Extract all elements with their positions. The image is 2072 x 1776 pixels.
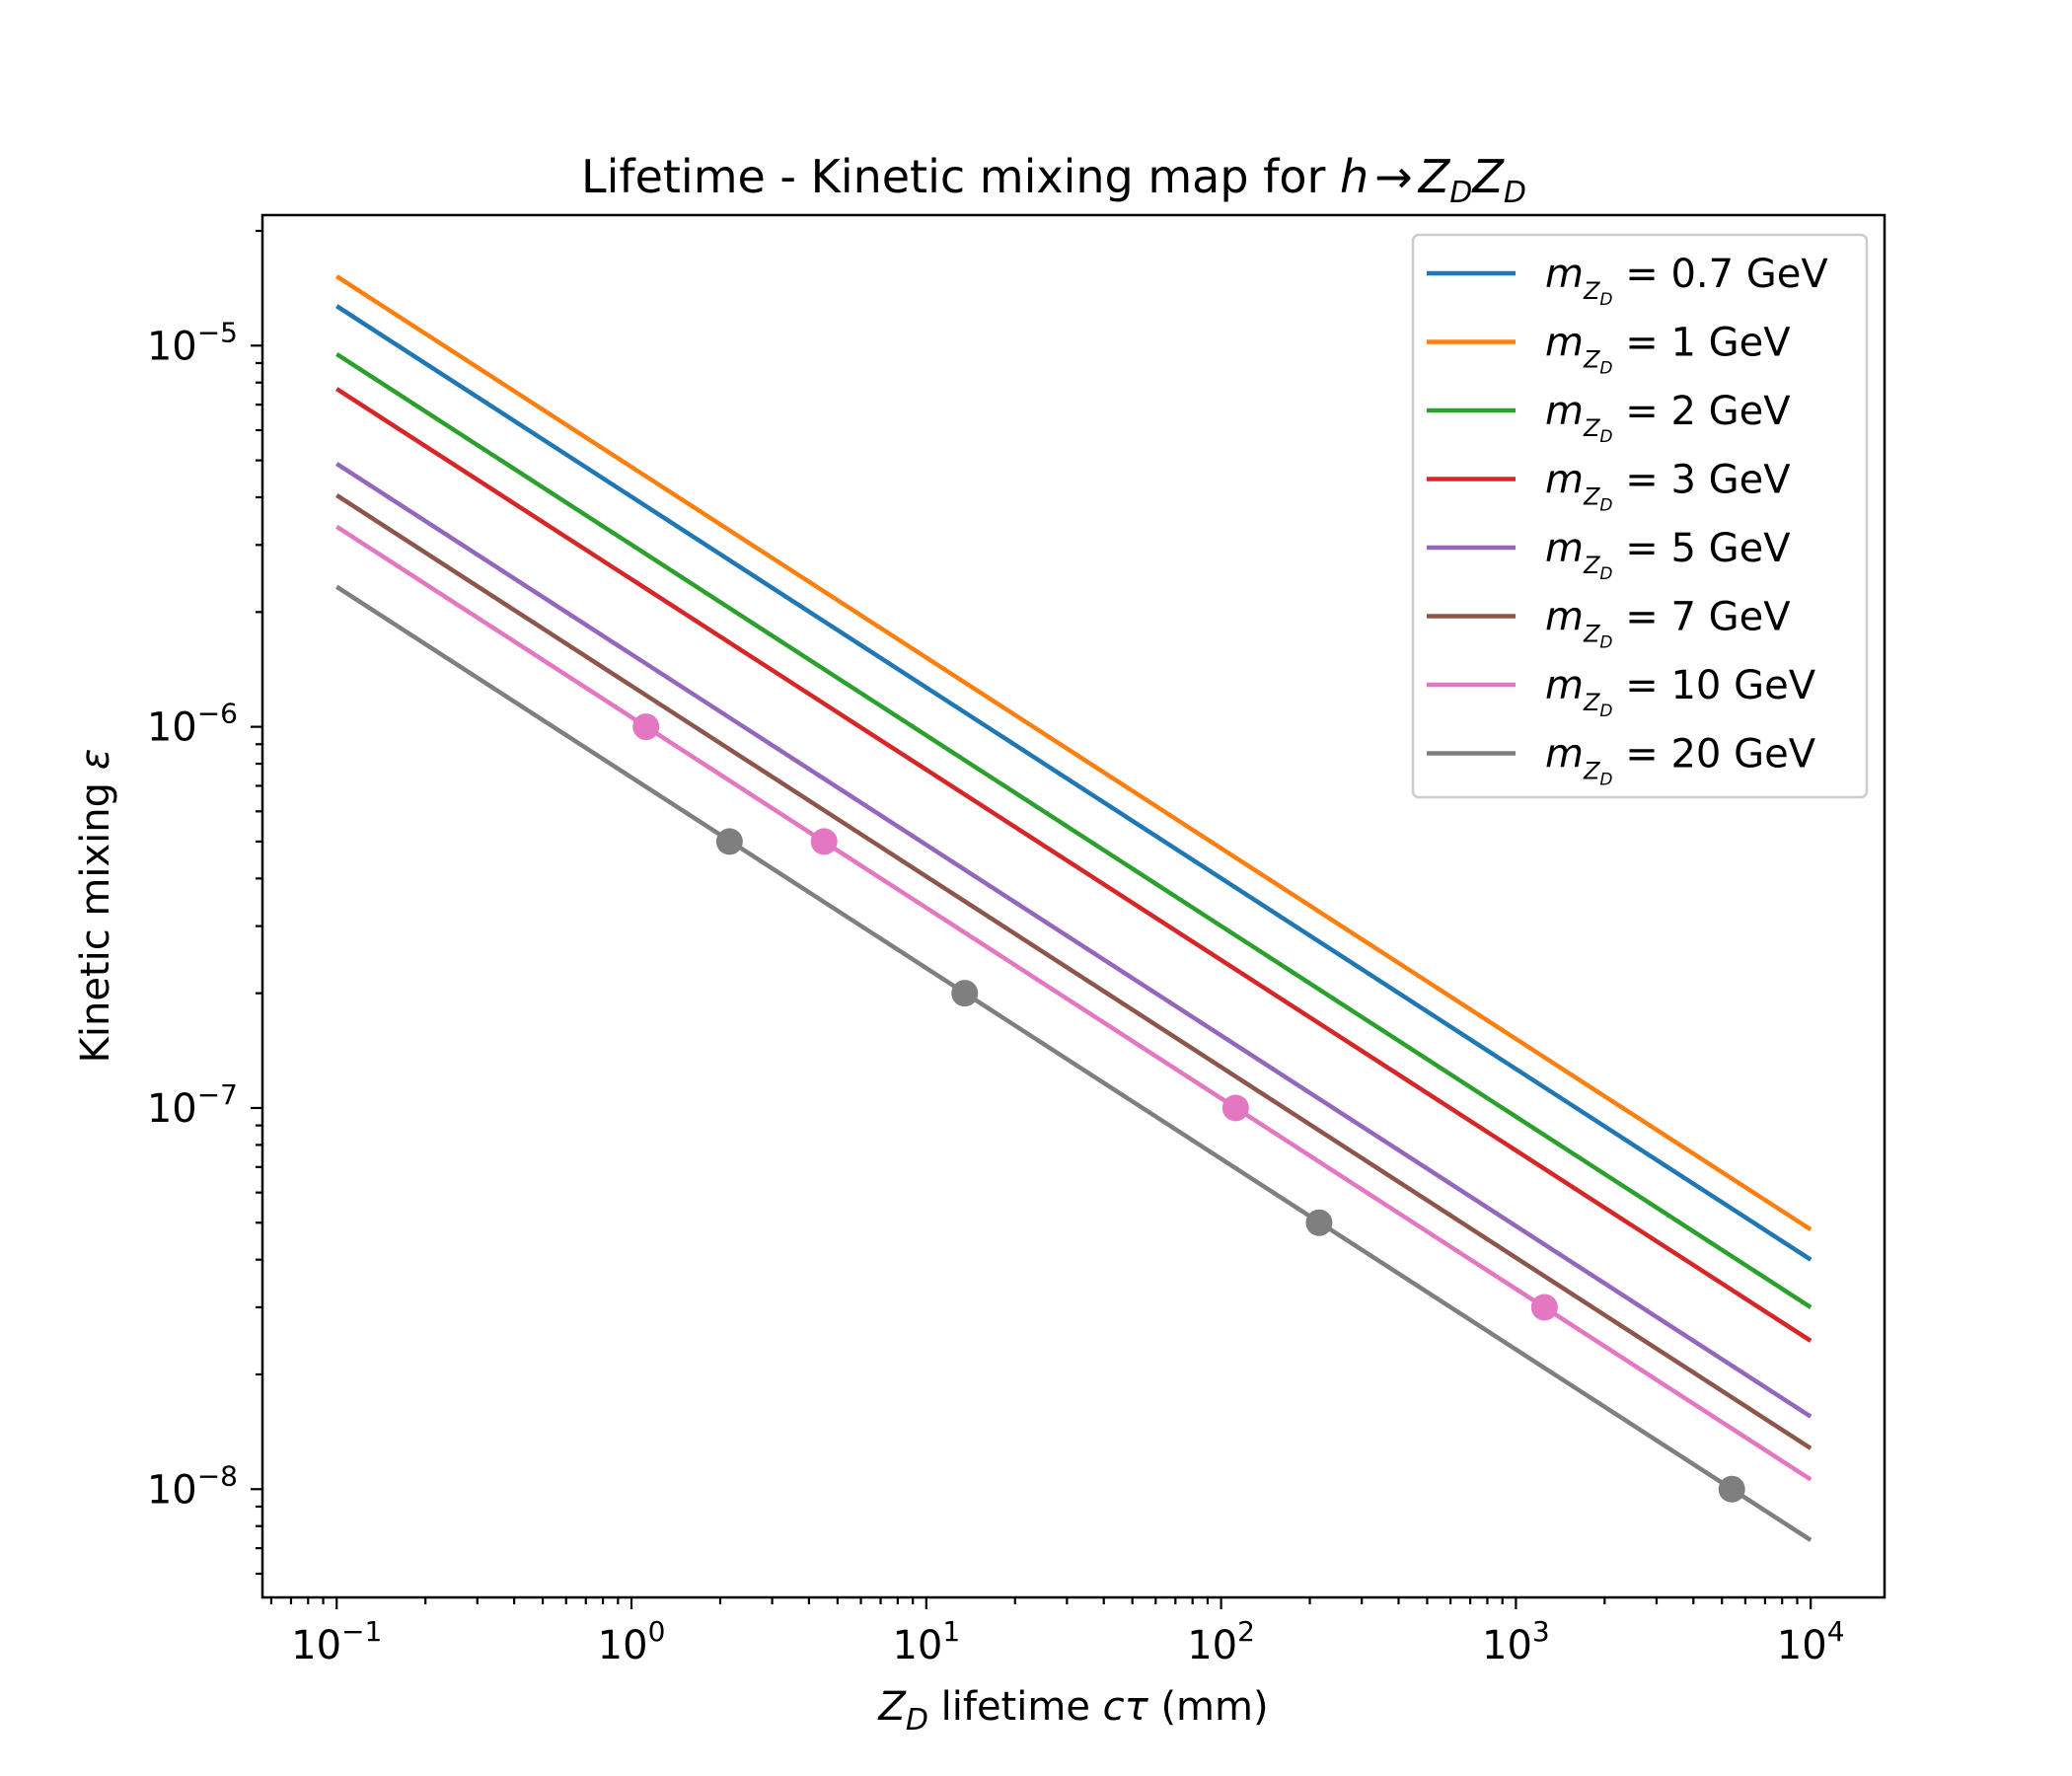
x-tick-label-4: 103	[1482, 1615, 1550, 1668]
legend-label-0: mZD = 0.7 GeV	[1545, 252, 1828, 310]
data-point-marker-3	[1530, 1294, 1558, 1321]
legend-label-6: mZD = 10 GeV	[1545, 663, 1816, 721]
data-point-marker-1	[810, 828, 838, 855]
series-line-0	[335, 304, 1813, 1262]
x-axis-label-z: Z	[877, 1684, 907, 1730]
data-point-marker-5	[951, 980, 979, 1007]
chart-title-math-z1: Z	[1417, 150, 1451, 203]
x-axis-label-sub: D	[906, 1703, 928, 1738]
chart-title-math-sub2: D	[1504, 176, 1526, 210]
legend: mZD = 0.7 GeV mZD = 1 GeV mZD = 2 GeV mZD =…	[1411, 233, 1869, 799]
x-tick-label-1: 100	[598, 1615, 666, 1668]
data-point-marker-7	[1718, 1475, 1745, 1503]
series-line-6	[335, 524, 1813, 1482]
x-axis-label-c: c	[1103, 1684, 1125, 1730]
series-line-7	[335, 584, 1813, 1542]
legend-label-1: mZD = 1 GeV	[1545, 321, 1791, 379]
data-point-marker-2	[1221, 1094, 1249, 1122]
y-axis-label: Kinetic mixing ε	[73, 749, 118, 1064]
chart-title-text: Lifetime - Kinetic mixing map for	[581, 150, 1340, 203]
plot-frame	[260, 213, 1887, 1599]
series-line-5	[335, 493, 1813, 1450]
legend-label-5: mZD = 7 GeV	[1545, 595, 1791, 653]
series-line-2	[335, 352, 1813, 1309]
y-tick-label-2: 10−7	[147, 1078, 238, 1132]
y-tick-label-0: 10−5	[147, 316, 238, 369]
chart-title-math-z2: Z	[1470, 150, 1505, 203]
legend-label-7: mZD = 20 GeV	[1545, 732, 1816, 790]
axis-ticks: 10−1 100 101 102 103 104 10−5 10−6 10−7 10−8	[147, 229, 1845, 1668]
series-line-1	[335, 274, 1813, 1231]
x-tick-label-2: 101	[892, 1615, 960, 1668]
x-tick-label-0: 10−1	[291, 1615, 382, 1668]
x-tick-label-3: 102	[1187, 1615, 1255, 1668]
x-axis-label-unit: (mm)	[1148, 1684, 1269, 1730]
data-point-marker-6	[1305, 1209, 1333, 1236]
y-axis-label-text: Kinetic mixing	[73, 770, 118, 1063]
chart-title-math-arrow: →	[1374, 150, 1413, 203]
chart-title: Lifetime - Kinetic mixing map for h → ZDZD	[581, 150, 1526, 210]
x-axis-label-tau: τ	[1125, 1684, 1149, 1730]
legend-label-2: mZD = 2 GeV	[1545, 389, 1791, 447]
chart-title-math-sub1: D	[1449, 176, 1472, 210]
x-tick-label-5: 104	[1777, 1615, 1845, 1668]
series-line-3	[335, 387, 1813, 1343]
y-tick-label-1: 10−6	[147, 698, 238, 751]
legend-box	[1411, 233, 1869, 799]
x-axis-label-mid: lifetime	[928, 1684, 1103, 1730]
legend-label-3: mZD = 3 GeV	[1545, 458, 1791, 516]
data-point-marker-0	[632, 713, 660, 741]
x-axis-label: ZD lifetime cτ (mm)	[877, 1684, 1268, 1738]
series-line-4	[335, 462, 1813, 1419]
data-point-marker-4	[715, 828, 743, 855]
chart-title-math-h: h	[1340, 150, 1369, 203]
y-tick-label-3: 10−8	[147, 1459, 238, 1513]
plot-area	[335, 274, 1813, 1542]
legend-label-4: mZD = 5 GeV	[1545, 526, 1791, 584]
y-axis-label-eps: ε	[73, 749, 118, 771]
